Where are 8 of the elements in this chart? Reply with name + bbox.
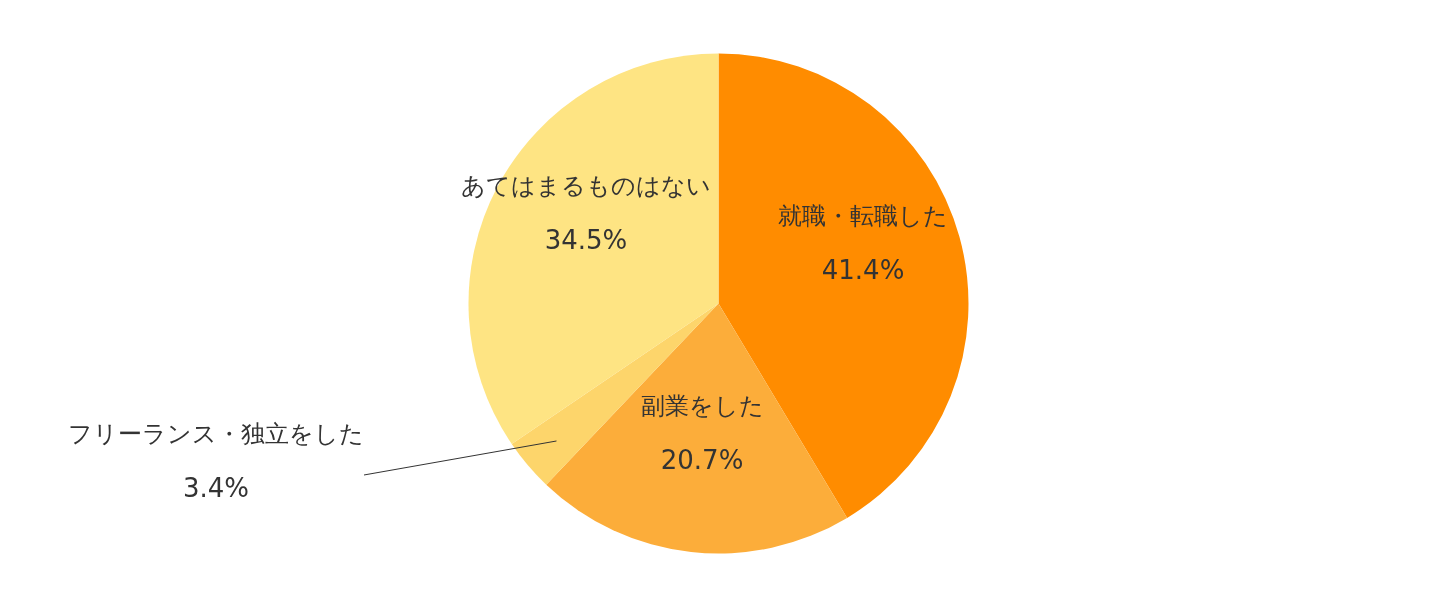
- data-label: 20.7%: [660, 444, 744, 475]
- slice-label: 副業をした: [640, 391, 764, 420]
- slice-label: フリーランス・独立をした: [68, 420, 364, 448]
- data-label: 3.4%: [182, 473, 250, 503]
- slice-label: あてはまるものはない: [460, 172, 711, 201]
- data-label: 34.5%: [544, 225, 628, 256]
- slice-label: 就職・転職した: [778, 202, 949, 231]
- data-label: 41.4%: [821, 255, 905, 286]
